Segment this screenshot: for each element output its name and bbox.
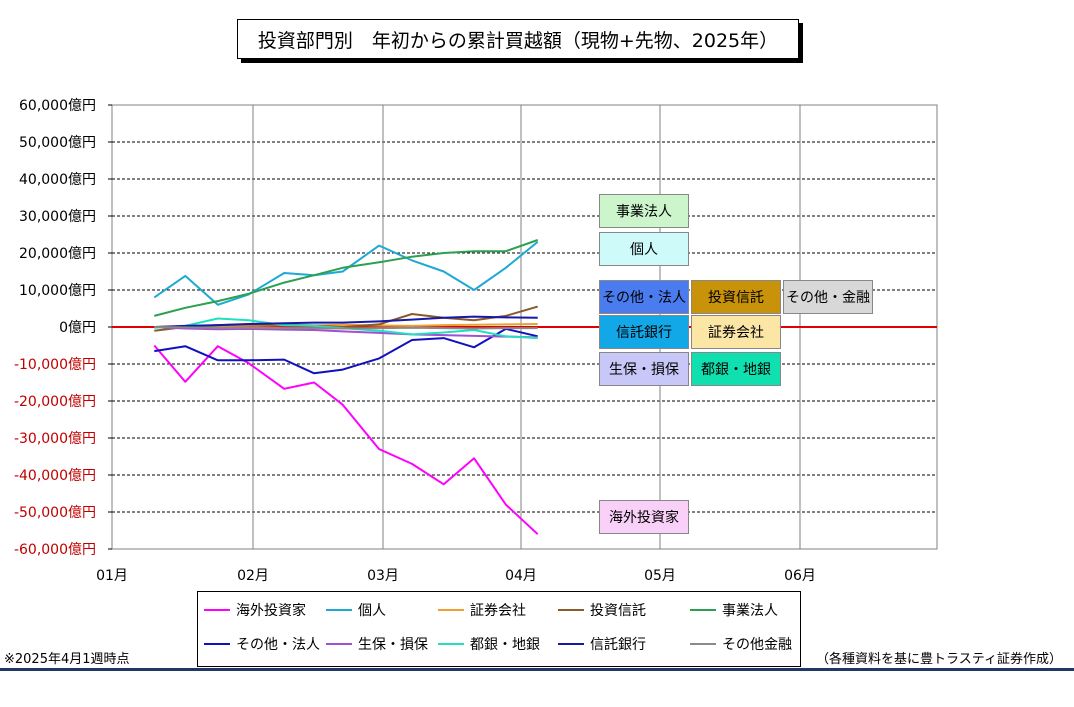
y-tick-label: 30,000億円 (19, 209, 96, 225)
legend-label: 個人 (358, 603, 386, 619)
legend-label: 投資信託 (590, 603, 646, 619)
chart-title: 投資部門別 年初からの累計買越額（現物+先物、2025年） (237, 19, 799, 59)
legend-swatch (204, 609, 230, 611)
series-label-box: 生保・損保 (599, 352, 689, 386)
y-tick-label: -40,000億円 (14, 468, 96, 484)
series-label-box: 個人 (599, 232, 689, 266)
legend-item: 生保・損保 (326, 633, 428, 655)
y-tick-label: -10,000億円 (14, 357, 96, 373)
series-label-box: 事業法人 (599, 194, 689, 228)
x-tick-label: 05月 (644, 568, 676, 584)
series-line-信託銀行 (154, 315, 538, 328)
legend-swatch (438, 643, 464, 645)
series-line-個人 (153, 241, 539, 306)
y-tick-label: -20,000億円 (14, 394, 96, 410)
legend-swatch (690, 609, 716, 611)
y-tick-label: -30,000億円 (14, 431, 96, 447)
y-tick-label: 0億円 (59, 320, 96, 336)
legend-item: 事業法人 (690, 599, 778, 621)
legend-label: 海外投資家 (236, 603, 306, 619)
y-tick-label: 60,000億円 (19, 98, 96, 114)
legend-swatch (204, 643, 230, 645)
date-note: ※2025年4月1週時点 (4, 652, 130, 667)
legend-label: 生保・損保 (358, 637, 428, 653)
series-line-その他・法人 (154, 327, 538, 375)
y-tick-label: -50,000億円 (14, 505, 96, 521)
series-line-海外投資家 (153, 344, 539, 535)
legend-label: 事業法人 (722, 603, 778, 619)
legend-label: 信託銀行 (590, 637, 646, 653)
legend-swatch (558, 609, 584, 611)
legend-swatch (438, 609, 464, 611)
series-label-box: 海外投資家 (599, 500, 689, 534)
x-tick-label: 01月 (96, 568, 128, 584)
legend-item: その他・法人 (204, 633, 320, 655)
x-tick-label: 04月 (505, 568, 537, 584)
legend-label: その他・法人 (236, 637, 320, 653)
series-label-box: 投資信託 (691, 280, 781, 314)
series-label-box: 証券会社 (691, 315, 781, 349)
series-label-box: その他・法人 (599, 280, 689, 314)
legend-label: その他金融 (722, 637, 792, 653)
x-tick-label: 06月 (784, 568, 816, 584)
legend-label: 証券会社 (470, 603, 526, 619)
legend-item: その他金融 (690, 633, 792, 655)
legend-swatch (558, 643, 584, 645)
legend-item: 信託銀行 (558, 633, 646, 655)
legend-swatch (326, 643, 352, 645)
legend-item: 証券会社 (438, 599, 526, 621)
line-chart: 60,000億円 50,000億円 40,000億円 30,000億円 20,000億円… (14, 98, 938, 584)
legend-swatch (326, 609, 352, 611)
legend-item: 個人 (326, 599, 386, 621)
series-label-box: 都銀・地銀 (691, 352, 781, 386)
source-note: （各種資料を基に豊トラスティ証券作成） (816, 652, 1062, 667)
x-tick-label: 02月 (237, 568, 269, 584)
series-line-事業法人 (154, 239, 539, 317)
series-label-box: 信託銀行 (599, 315, 689, 349)
y-tick-label: 50,000億円 (19, 135, 96, 151)
x-tick-label: 03月 (367, 568, 399, 584)
legend-item: 海外投資家 (204, 599, 306, 621)
legend-item: 都銀・地銀 (438, 633, 540, 655)
series-label-box: その他・金融 (783, 280, 873, 314)
y-tick-label: 40,000億円 (19, 172, 96, 188)
y-tick-label: -60,000億円 (14, 542, 96, 558)
chart-legend: 海外投資家 個人 証券会社 投資信託 事業法人その他・法人 生保・損保 都銀・地銀 信託銀行 そ… (197, 591, 801, 667)
legend-item: 投資信託 (558, 599, 646, 621)
bottom-divider (0, 668, 1074, 671)
y-tick-label: 10,000億円 (19, 283, 96, 299)
legend-swatch (690, 643, 716, 645)
series-line-生保・損保 (154, 326, 538, 339)
legend-label: 都銀・地銀 (470, 637, 540, 653)
y-tick-label: 20,000億円 (19, 246, 96, 262)
series-line-その他金融 (154, 326, 538, 330)
